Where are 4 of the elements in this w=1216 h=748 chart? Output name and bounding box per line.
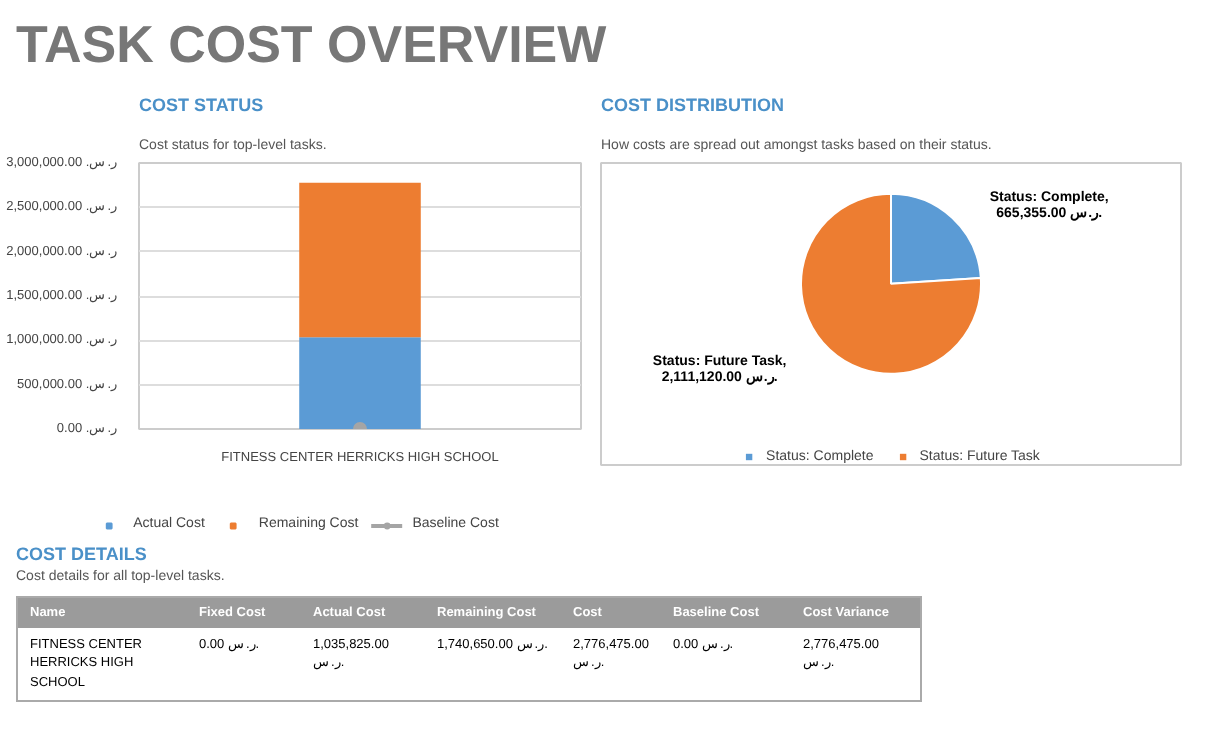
chart-title: COST STATUS xyxy=(139,95,264,115)
chart-title: COST DISTRIBUTION xyxy=(601,95,784,115)
text: COST DETAILS xyxy=(16,542,149,568)
text: TASK COST OVERVIEW xyxy=(16,12,607,78)
